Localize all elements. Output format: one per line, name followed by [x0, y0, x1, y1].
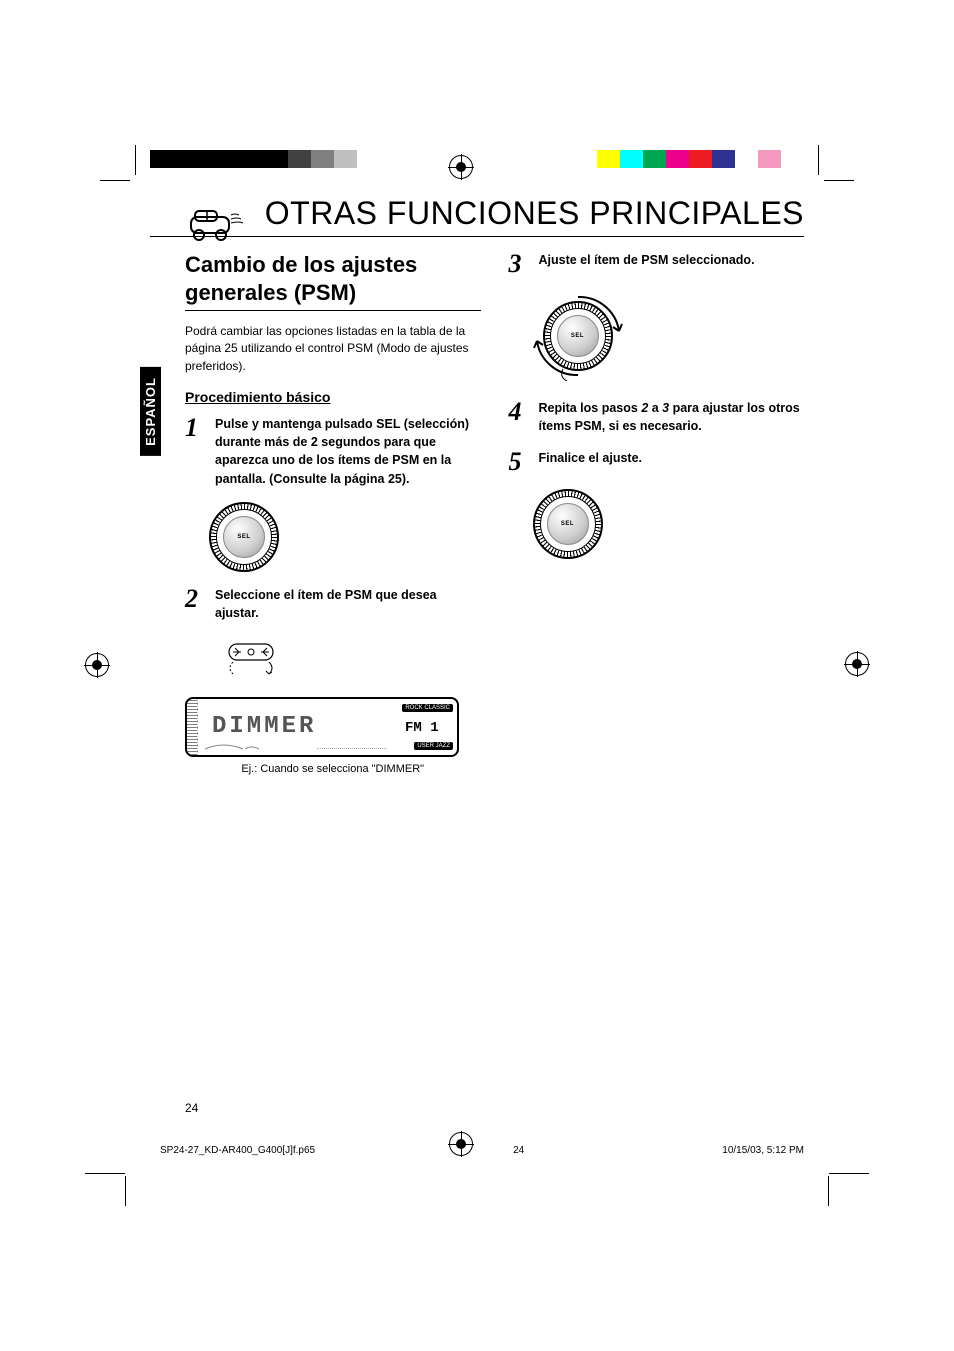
- step-number: 4: [509, 399, 527, 435]
- footer: SP24-27_KD-AR400_G400[J]f.p65 24 10/15/0…: [160, 1145, 804, 1156]
- lcd-top-tag: ROCK CLASSIC: [402, 704, 453, 712]
- step-3: 3 Ajuste el ítem de PSM seleccionado.: [509, 251, 805, 277]
- registration-mark-icon: [85, 653, 109, 677]
- page-title: OTRAS FUNCIONES PRINCIPALES: [150, 195, 804, 237]
- step-2: 2 Seleccione el ítem de PSM que desea aj…: [185, 586, 481, 622]
- page-number: 24: [185, 1101, 198, 1115]
- step-number: 3: [509, 251, 527, 277]
- lcd-caption: Ej.: Cuando se selecciona "DIMMER": [185, 763, 481, 775]
- step-number: 1: [185, 415, 203, 488]
- color-bar-left: [150, 150, 380, 168]
- footer-file: SP24-27_KD-AR400_G400[J]f.p65: [160, 1145, 315, 1156]
- page-content: OTRAS FUNCIONES PRINCIPALES ESPAÑOL Camb…: [150, 195, 804, 1155]
- step-text: Pulse y mantenga pulsado SEL (selección)…: [215, 415, 481, 488]
- registration-mark-icon: [845, 652, 869, 676]
- lcd-display: DIMMER ROCK CLASSIC FM 1 USER JAZZ: [185, 697, 459, 757]
- knob-label: SEL: [237, 534, 250, 540]
- step-number: 2: [185, 586, 203, 622]
- sel-knob-rotate-icon: SEL: [523, 291, 633, 381]
- footer-page: 24: [513, 1145, 524, 1156]
- knob-label: SEL: [571, 333, 584, 339]
- step-5: 5 Finalice el ajuste.: [509, 449, 805, 475]
- intro-text: Podrá cambiar las opciones listadas en l…: [185, 323, 481, 375]
- step-text: Repita los pasos 2 a 3 para ajustar los …: [539, 399, 805, 435]
- language-tab: ESPAÑOL: [140, 367, 161, 456]
- sel-knob-icon: SEL: [533, 489, 603, 559]
- lcd-main-text: DIMMER: [198, 713, 399, 740]
- step-text: Ajuste el ítem de PSM seleccionado.: [539, 251, 755, 277]
- registration-mark-icon: [449, 155, 473, 179]
- step-text: Seleccione el ítem de PSM que desea ajus…: [215, 586, 481, 622]
- lcd-bottom-tag: USER JAZZ: [414, 742, 453, 750]
- color-bar-right: [574, 150, 804, 168]
- sel-knob-icon: SEL: [209, 502, 279, 572]
- step-number: 5: [509, 449, 527, 475]
- footer-date: 10/15/03, 5:12 PM: [722, 1145, 804, 1156]
- lcd-band: FM 1: [405, 720, 439, 736]
- right-column: 3 Ajuste el ítem de PSM seleccionado. SE…: [509, 251, 805, 775]
- knob-label: SEL: [561, 521, 574, 527]
- step-4: 4 Repita los pasos 2 a 3 para ajustar lo…: [509, 399, 805, 435]
- left-column: Cambio de los ajustes generales (PSM) Po…: [185, 251, 481, 775]
- arrow-buttons-icon: [209, 642, 299, 680]
- step-text: Finalice el ajuste.: [539, 449, 643, 475]
- step-1: 1 Pulse y mantenga pulsado SEL (selecció…: [185, 415, 481, 488]
- procedure-heading: Procedimiento básico: [185, 389, 481, 405]
- section-subtitle: Cambio de los ajustes generales (PSM): [185, 251, 481, 311]
